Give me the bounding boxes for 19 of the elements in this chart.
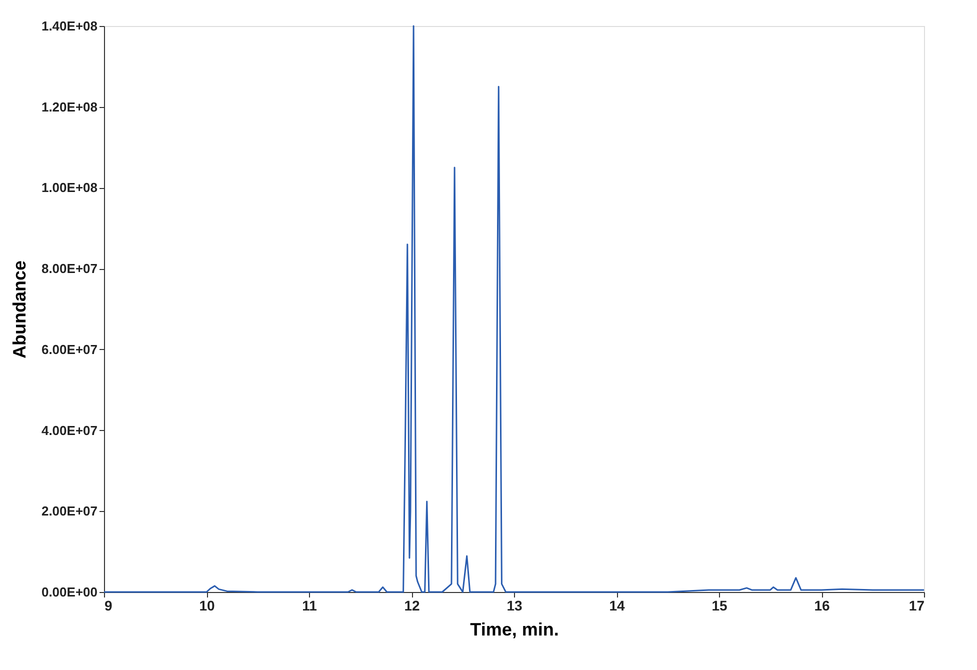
y-tick-label: 1.20E+08 [41, 99, 98, 114]
x-tick-label: 9 [104, 598, 112, 614]
y-tick-label: 4.00E+07 [41, 422, 98, 438]
y-tick-label: 1.00E+08 [41, 180, 98, 196]
x-tick-label: 14 [609, 598, 625, 614]
y-axis-title: Abundance [9, 260, 30, 359]
x-tick-label: 16 [814, 598, 830, 614]
y-tick-label: 8.00E+07 [41, 261, 98, 276]
x-axis-title: Time, min. [470, 620, 559, 640]
y-tick-label: 6.00E+07 [41, 342, 98, 357]
x-tick-label: 10 [199, 598, 215, 614]
x-tick-label: 17 [908, 598, 925, 614]
x-tick-label: 15 [712, 598, 728, 614]
y-tick-label: 2.00E+07 [41, 504, 98, 519]
x-tick-label: 11 [302, 598, 318, 614]
y-tick-label: 1.40E+08 [41, 18, 98, 34]
x-tick-label: 13 [506, 598, 522, 614]
y-tick-label: 0.00E+00 [41, 584, 98, 600]
x-tick-label: 12 [404, 598, 420, 614]
